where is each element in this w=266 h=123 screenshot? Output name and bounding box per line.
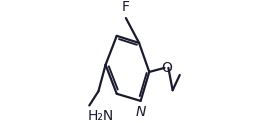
Text: O: O xyxy=(161,61,172,75)
Text: N: N xyxy=(136,105,146,119)
Text: F: F xyxy=(122,0,130,14)
Text: H₂N: H₂N xyxy=(87,108,114,123)
